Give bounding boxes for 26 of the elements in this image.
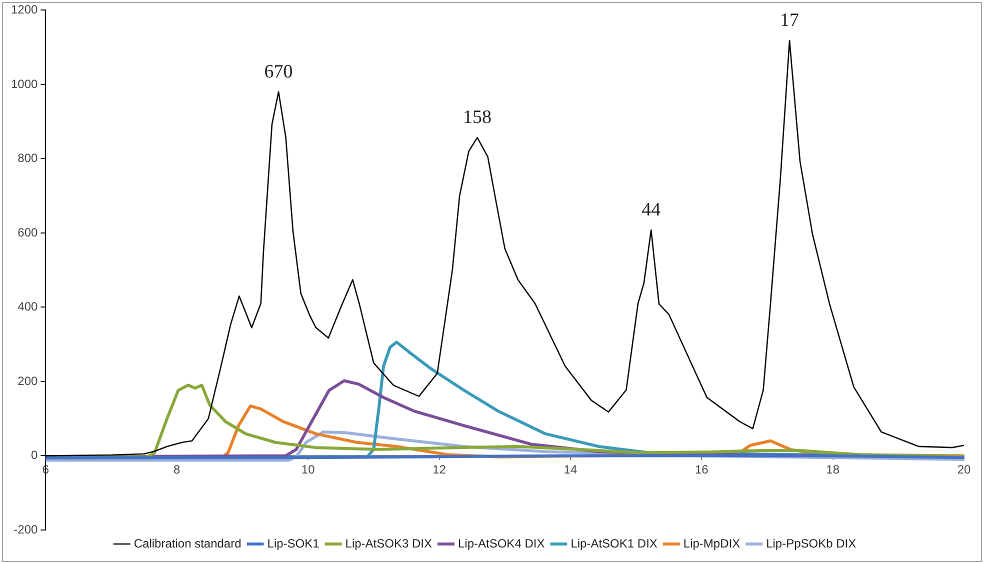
x-tick-label: 16 — [694, 462, 709, 476]
x-tick-label: 14 — [564, 462, 578, 476]
annotation: 670 — [264, 61, 293, 82]
y-tick-label: 1000 — [10, 76, 38, 91]
legend-label: Lip-AtSOK1 DIX — [570, 536, 658, 550]
legend-label: Lip-PpSOKb DIX — [766, 536, 856, 550]
annotation: 44 — [642, 199, 662, 220]
y-tick-label: 200 — [18, 374, 38, 388]
x-tick-label: 8 — [174, 462, 181, 476]
x-tick-label: 12 — [432, 462, 446, 476]
y-tick-label: 1200 — [10, 2, 38, 17]
x-tick-label: 18 — [826, 462, 840, 476]
y-tick-label: 600 — [18, 225, 38, 240]
legend-label: Calibration standard — [134, 536, 242, 550]
legend-label: Lip-MpDIX — [683, 536, 740, 550]
legend-label: Lip-SOK1 — [267, 536, 320, 550]
annotation: 17 — [780, 10, 800, 32]
y-tick-label: 400 — [18, 300, 38, 314]
x-tick-label: 10 — [301, 462, 316, 476]
x-tick-label: 20 — [957, 462, 971, 476]
legend-label: Lip-AtSOK4 DIX — [458, 536, 545, 550]
y-tick-label: 800 — [18, 151, 38, 166]
y-tick-label: -200 — [14, 522, 38, 536]
legend-label: Lip-AtSOK3 DIX — [345, 536, 432, 550]
y-tick-label: 0 — [31, 448, 38, 462]
annotation: 158 — [463, 107, 492, 128]
